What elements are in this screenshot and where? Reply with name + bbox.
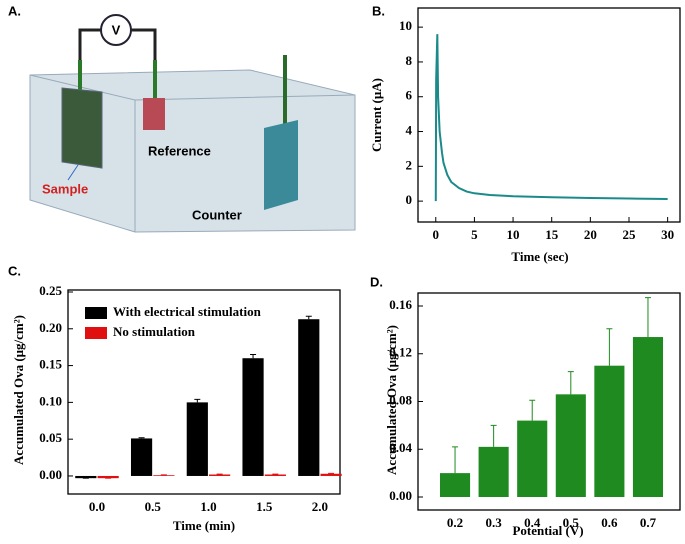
- error-bar: [567, 371, 574, 395]
- error-bar: [606, 328, 613, 366]
- y-tick-label: 10: [399, 18, 412, 33]
- bar: [632, 337, 664, 497]
- error-bar: [138, 437, 145, 439]
- counter-label: Counter: [192, 207, 242, 222]
- y-tick-label: 0.00: [389, 488, 412, 503]
- bar: [186, 402, 208, 476]
- bar: [242, 358, 264, 476]
- x-axis-label: Time (sec): [511, 249, 568, 264]
- y-tick-label: 0.12: [389, 345, 412, 360]
- error-bar: [194, 398, 201, 403]
- y-tick-label: 0.10: [39, 393, 62, 408]
- bar: [439, 473, 471, 497]
- y-tick-label: 0.04: [389, 440, 412, 455]
- x-tick-label: 15: [545, 227, 559, 242]
- x-tick-label: 2.0: [312, 499, 328, 514]
- x-tick-label: 0.6: [601, 515, 618, 530]
- x-tick-label: 0.3: [486, 515, 503, 530]
- reference-electrode: [143, 98, 165, 130]
- panel-label: D.: [370, 274, 383, 289]
- x-tick-label: 20: [584, 227, 597, 242]
- legend-label: With electrical stimulation: [113, 304, 262, 319]
- bar: [517, 420, 548, 497]
- x-tick-label: 0.5: [145, 499, 162, 514]
- x-tick-label: 1.0: [200, 499, 216, 514]
- y-tick-label: 8: [406, 53, 413, 68]
- reference-label: Reference: [148, 143, 211, 158]
- legend-label: No stimulation: [113, 324, 196, 339]
- y-tick-label: 0.20: [39, 320, 62, 335]
- x-tick-label: 0.4: [524, 515, 541, 530]
- bar: [594, 365, 625, 497]
- y-tick-label: 0.05: [39, 430, 62, 445]
- x-axis-label: Time (min): [173, 518, 235, 533]
- y-tick-label: 0.25: [39, 283, 62, 298]
- y-axis-label: Accumulated Ova (μg/cm²): [384, 325, 399, 475]
- plot-frame: [67, 289, 341, 495]
- bar: [97, 475, 119, 479]
- bar: [478, 446, 509, 497]
- error-bar: [644, 297, 651, 338]
- voltmeter: [100, 14, 132, 46]
- bar: [320, 473, 342, 476]
- y-tick-label: 0.00: [39, 467, 62, 482]
- x-tick-label: 5: [471, 227, 478, 242]
- legend-swatch: [85, 307, 107, 319]
- y-tick-label: 0.08: [389, 392, 412, 407]
- x-tick-label: 0.0: [89, 499, 105, 514]
- bar: [75, 475, 97, 479]
- bar: [209, 474, 231, 476]
- plot-frame: [417, 7, 681, 223]
- counter-electrode: [264, 120, 298, 210]
- error-bar: [305, 315, 312, 320]
- x-axis-label: Potential (V): [512, 523, 583, 538]
- y-tick-label: 0.15: [39, 357, 62, 372]
- x-tick-label: 0.2: [447, 515, 463, 530]
- error-bar: [490, 424, 497, 447]
- line: [434, 34, 668, 202]
- sample-electrode: [61, 87, 103, 169]
- y-tick-label: 2: [406, 157, 413, 172]
- y-axis-label: Accumulated Ova (μg/cm²): [11, 315, 26, 465]
- bar: [298, 319, 320, 476]
- x-tick-label: 30: [661, 227, 674, 242]
- panel-label: A.: [8, 3, 21, 18]
- error-bar: [452, 446, 459, 474]
- legend-swatch: [85, 327, 107, 339]
- x-tick-label: 0.7: [640, 515, 657, 530]
- x-tick-label: 0: [433, 227, 440, 242]
- error-bar: [250, 354, 257, 359]
- bar: [555, 394, 586, 497]
- x-tick-label: 10: [507, 227, 520, 242]
- y-tick-label: 0: [406, 192, 413, 207]
- bar: [264, 474, 286, 476]
- diagram: A. V Reference Sample Counter: [8, 3, 356, 233]
- y-tick-label: 6: [406, 88, 413, 103]
- x-tick-label: 0.5: [563, 515, 580, 530]
- panel-label: B.: [372, 3, 385, 18]
- x-tick-label: 25: [622, 227, 636, 242]
- x-tick-label: 1.5: [256, 499, 273, 514]
- sample-label: Sample: [42, 181, 88, 196]
- y-axis-label: Current (μA): [369, 78, 384, 152]
- meter-label: V: [112, 22, 121, 37]
- panel-label: C.: [8, 263, 21, 278]
- bar: [130, 438, 153, 476]
- error-bar: [529, 399, 536, 421]
- y-tick-label: 0.16: [389, 297, 412, 312]
- bar: [153, 475, 175, 476]
- y-tick-label: 4: [406, 123, 413, 138]
- pointer: [67, 164, 79, 181]
